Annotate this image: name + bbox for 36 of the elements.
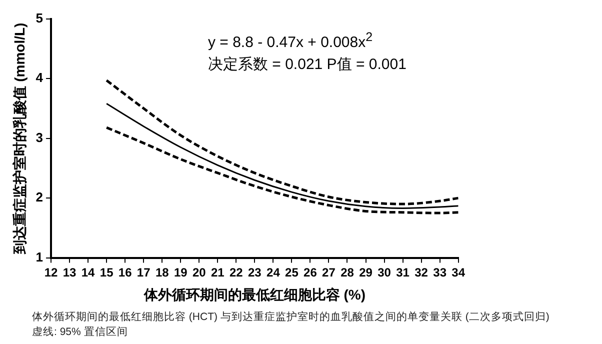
x-tick-label: 34	[452, 265, 466, 280]
x-tick-label: 30	[378, 265, 392, 280]
x-axis-title: 体外循环期间的最低红细胞比容 (%)	[142, 286, 366, 302]
x-tick-label: 22	[229, 265, 244, 280]
x-tick-label: 16	[118, 265, 132, 280]
x-tick-label: 23	[248, 265, 262, 280]
x-tick-label: 21	[210, 265, 225, 280]
annotation: 决定系数 = 0.021 P值 = 0.001	[208, 55, 406, 75]
line-series	[105, 79, 458, 206]
x-tick-label: 24	[266, 265, 280, 280]
x-tick-label: 17	[136, 265, 151, 280]
text: 体外循环期间的最低红细胞比容 (HCT) 与到达重症监护室时的血乳酸值之间的单变量关联 (二次多项式回归)	[32, 310, 550, 325]
x-tick-label: 29	[359, 265, 373, 280]
y-tick-label: 5	[36, 10, 44, 26]
x-tick-label: 20	[192, 265, 206, 280]
x-tick-label: 26	[304, 265, 318, 280]
y-tick-label: 4	[36, 70, 44, 86]
y-tick-label: 3	[36, 130, 44, 145]
x-tick-label: 33	[433, 265, 447, 280]
line-series	[105, 126, 458, 214]
x-tick-label: 25	[285, 265, 299, 280]
x-tick-label: 14	[81, 265, 96, 280]
x-tick-label: 13	[62, 265, 77, 280]
x-tick-label: 18	[155, 265, 170, 280]
annotation: y = 8.8 - 0.47x + 0.008x$^{2}$	[208, 29, 374, 53]
x-tick-label: 15	[100, 265, 114, 280]
x-tick-label: 27	[322, 265, 336, 280]
y-axis-title: 到达重症监护室时的乳酸值 (mmol/L)	[11, 22, 28, 255]
x-tick-label: 19	[174, 265, 188, 280]
text: 虚线: 95% 置信区间	[32, 325, 129, 340]
x-tick-label: 12	[44, 265, 58, 280]
y-tick-label: 1	[36, 249, 44, 264]
x-tick-label: 32	[414, 265, 428, 280]
x-tick-label: 28	[340, 265, 354, 280]
y-tick-label: 2	[36, 190, 44, 205]
x-tick-label: 31	[396, 265, 410, 280]
